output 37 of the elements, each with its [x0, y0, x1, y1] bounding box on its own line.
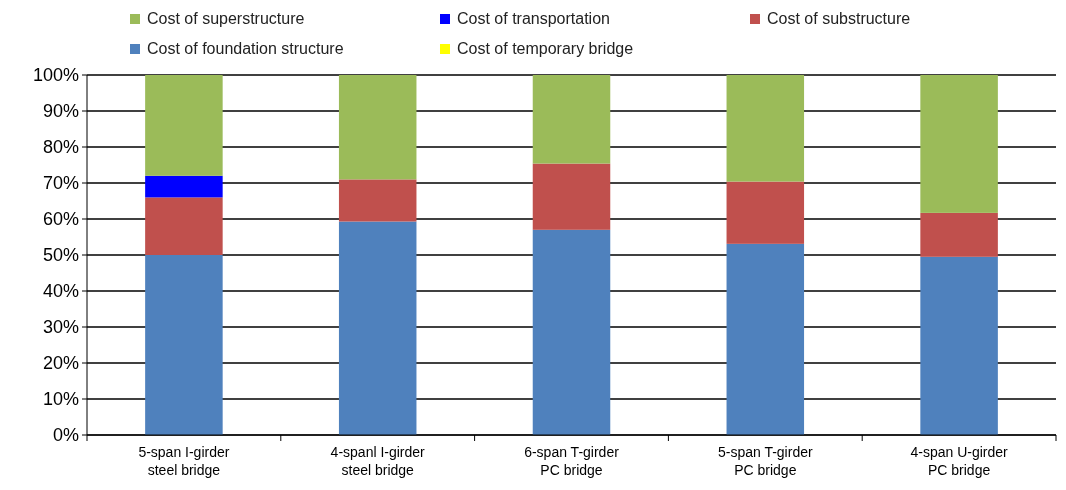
y-tick-label: 60% — [42, 209, 79, 230]
bar — [920, 256, 998, 435]
y-tick-label: 10% — [42, 389, 79, 410]
y-tick-label: 20% — [42, 353, 79, 374]
x-tick-label: 6-span T-girder PC bridge — [524, 444, 620, 478]
legend-label: Cost of foundation structure — [147, 40, 344, 57]
legend-label: Cost of transportation — [457, 10, 610, 27]
bar — [920, 212, 998, 257]
x-tick-label: 4-span U-girder PC bridge — [910, 444, 1009, 478]
bar — [145, 175, 223, 198]
bar — [726, 75, 805, 182]
legend-label: Cost of superstructure — [147, 10, 305, 27]
bar — [145, 75, 223, 176]
y-tick-label: 30% — [42, 317, 79, 338]
bar — [145, 197, 223, 255]
y-tick-label: 100% — [32, 65, 79, 86]
bar — [532, 229, 611, 435]
legend-label: Cost of substructure — [767, 10, 911, 27]
y-tick-label: 50% — [42, 245, 79, 266]
bar — [726, 243, 805, 435]
y-tick-label: 70% — [42, 173, 79, 194]
y-tick-label: 0% — [52, 425, 79, 446]
x-tick-label: 4-spanl I-girder steel bridge — [330, 444, 426, 478]
bar — [338, 179, 417, 222]
bar — [145, 255, 223, 435]
y-tick-label: 90% — [42, 101, 79, 122]
x-tick-label: 5-span T-girder PC bridge — [717, 444, 813, 478]
bar — [338, 221, 417, 435]
bar — [532, 163, 611, 230]
legend-label: Cost of temporary bridge — [457, 40, 634, 57]
bar — [532, 75, 611, 164]
y-tick-label: 40% — [42, 281, 79, 302]
bar — [920, 75, 998, 213]
bar — [338, 75, 417, 180]
x-tick-label: 5-span I-girder steel bridge — [138, 444, 230, 478]
bar — [726, 181, 805, 244]
y-tick-label: 80% — [42, 137, 79, 158]
